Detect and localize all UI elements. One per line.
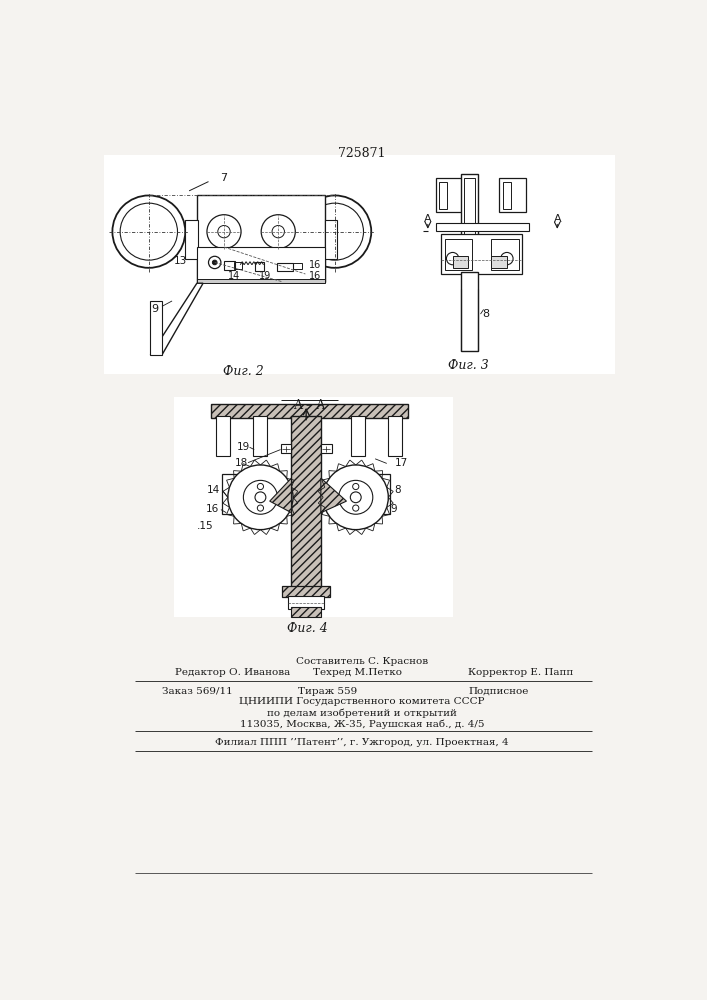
Text: Редактор О. Иванова: Редактор О. Иванова bbox=[175, 668, 291, 677]
Text: 18: 18 bbox=[235, 458, 248, 468]
Bar bbox=[436, 223, 529, 231]
Bar bbox=[211, 404, 409, 418]
Bar bbox=[452, 256, 468, 268]
Bar bbox=[288, 596, 324, 609]
Bar bbox=[197, 247, 325, 282]
Circle shape bbox=[257, 505, 264, 511]
Text: .15: .15 bbox=[197, 521, 214, 531]
Text: 16: 16 bbox=[205, 504, 218, 514]
Text: 17: 17 bbox=[395, 458, 408, 468]
Text: 16: 16 bbox=[309, 271, 322, 281]
Text: Фиг. 4: Фиг. 4 bbox=[286, 622, 327, 635]
Bar bbox=[277, 263, 293, 271]
Polygon shape bbox=[321, 478, 346, 513]
Bar bbox=[281, 444, 291, 453]
Text: A: A bbox=[554, 214, 561, 224]
Bar bbox=[421, 155, 615, 374]
Bar bbox=[445, 239, 472, 270]
Circle shape bbox=[339, 480, 373, 514]
Text: по делам изобретений и открытий: по делам изобретений и открытий bbox=[267, 708, 457, 718]
Bar bbox=[491, 256, 507, 268]
Bar bbox=[174, 397, 452, 617]
Text: 14: 14 bbox=[207, 485, 220, 495]
Bar bbox=[185, 220, 198, 259]
Bar bbox=[461, 272, 478, 351]
Bar bbox=[223, 474, 275, 514]
Text: 113035, Москва, Ж-35, Раушская наб., д. 4/5: 113035, Москва, Ж-35, Раушская наб., д. … bbox=[240, 719, 484, 729]
Bar bbox=[234, 262, 242, 269]
Bar bbox=[337, 474, 390, 514]
Text: Филиал ППП ’’Патент’’, г. Ужгород, ул. Проектная, 4: Филиал ППП ’’Патент’’, г. Ужгород, ул. П… bbox=[215, 738, 509, 747]
Bar bbox=[440, 182, 448, 209]
Text: 725871: 725871 bbox=[338, 147, 386, 160]
Circle shape bbox=[323, 465, 388, 530]
Bar bbox=[441, 234, 522, 274]
Text: Заказ 569/11: Заказ 569/11 bbox=[162, 687, 233, 696]
Circle shape bbox=[351, 492, 361, 503]
Text: Техред М.Петко: Техред М.Петко bbox=[313, 668, 402, 677]
Bar bbox=[224, 261, 235, 270]
Text: 9: 9 bbox=[391, 504, 397, 514]
Text: 8: 8 bbox=[482, 309, 489, 319]
Circle shape bbox=[257, 483, 264, 490]
Text: Фиг. 3: Фиг. 3 bbox=[448, 359, 489, 372]
Polygon shape bbox=[270, 478, 291, 513]
Polygon shape bbox=[151, 283, 203, 355]
Bar bbox=[197, 195, 325, 282]
Bar bbox=[104, 155, 421, 374]
Bar bbox=[436, 178, 462, 212]
Text: Фиг. 2: Фиг. 2 bbox=[223, 365, 264, 378]
Text: A – A: A – A bbox=[293, 399, 325, 412]
Bar bbox=[499, 178, 526, 212]
Bar bbox=[461, 174, 478, 243]
Bar bbox=[255, 262, 264, 271]
Text: 14: 14 bbox=[228, 271, 240, 281]
Bar bbox=[293, 263, 303, 269]
Bar bbox=[291, 416, 321, 597]
Bar bbox=[325, 220, 337, 259]
Text: A: A bbox=[424, 214, 432, 224]
Circle shape bbox=[353, 505, 359, 511]
Bar bbox=[253, 416, 267, 456]
Text: 13: 13 bbox=[173, 256, 187, 266]
Bar bbox=[464, 178, 475, 239]
Bar bbox=[282, 586, 330, 597]
Text: 19: 19 bbox=[236, 442, 250, 452]
Circle shape bbox=[228, 465, 293, 530]
Circle shape bbox=[212, 260, 217, 265]
Text: ЦНИИПИ Государственного комитета СССР: ЦНИИПИ Государственного комитета СССР bbox=[239, 698, 485, 706]
Text: Тираж 559: Тираж 559 bbox=[298, 687, 357, 696]
Bar bbox=[503, 182, 510, 209]
Circle shape bbox=[255, 492, 266, 503]
Bar bbox=[291, 607, 321, 617]
Text: Составитель С. Краснов: Составитель С. Краснов bbox=[296, 657, 428, 666]
Bar bbox=[388, 416, 402, 456]
Text: 8: 8 bbox=[395, 485, 401, 495]
Text: 19: 19 bbox=[259, 271, 271, 281]
Bar bbox=[351, 416, 365, 456]
Text: 16: 16 bbox=[309, 260, 322, 270]
Bar bbox=[491, 239, 518, 270]
Text: 7: 7 bbox=[221, 173, 228, 183]
Circle shape bbox=[243, 480, 277, 514]
Bar bbox=[216, 416, 230, 456]
Text: Подписное: Подписное bbox=[468, 687, 529, 696]
Circle shape bbox=[353, 483, 359, 490]
Bar bbox=[151, 301, 162, 355]
Bar bbox=[321, 444, 332, 453]
Text: Корректор Е. Папп: Корректор Е. Папп bbox=[468, 668, 573, 677]
Text: 9: 9 bbox=[151, 304, 158, 314]
Bar bbox=[197, 279, 325, 283]
